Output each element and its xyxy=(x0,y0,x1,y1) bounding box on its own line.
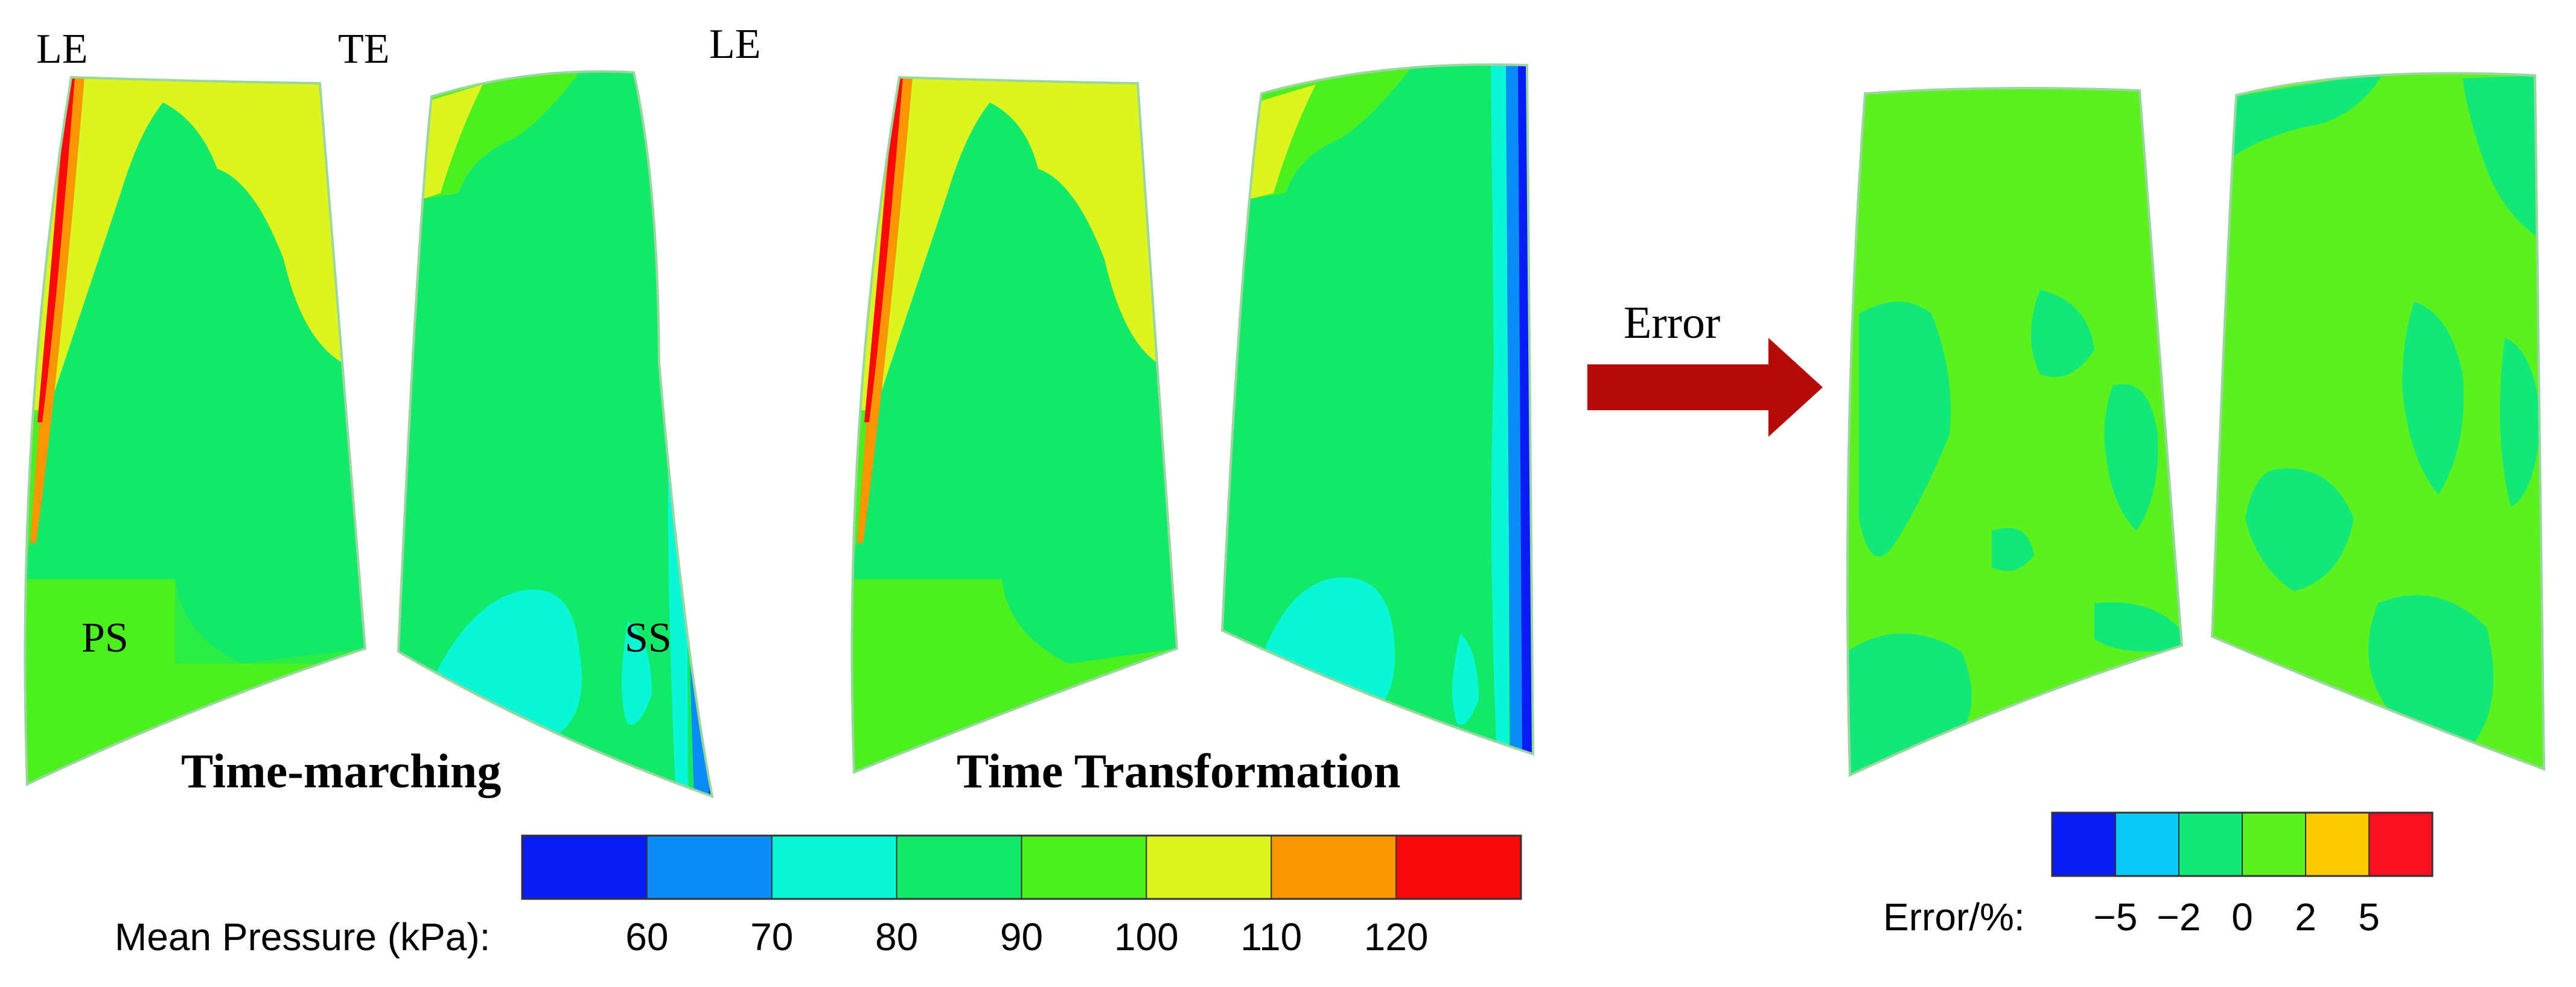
time-transformation-pressure-side-blade xyxy=(850,75,1179,774)
caption-time-transformation: Time Transformation xyxy=(957,745,1401,798)
error-arrow xyxy=(1587,338,1823,437)
pressure-legend-swatch xyxy=(771,835,898,900)
error-legend-swatch xyxy=(2242,812,2307,877)
error-legend-title: Error/%: xyxy=(1883,895,2025,939)
label-ss: SS xyxy=(625,615,672,661)
pressure-legend-title: Mean Pressure (kPa): xyxy=(115,915,490,959)
error-legend-tick-label: −5 xyxy=(2094,895,2138,939)
pressure-legend-swatch xyxy=(1395,835,1522,900)
error-legend-swatch xyxy=(2305,812,2370,877)
error-legend-swatch xyxy=(2368,812,2434,877)
pressure-legend-tick-label: 90 xyxy=(1000,915,1043,959)
pressure-legend-swatch xyxy=(1021,835,1147,900)
time-marching-pressure-side-blade xyxy=(24,75,367,787)
time-transformation-suction-side-blade xyxy=(1220,63,1535,756)
label-le-left: LE xyxy=(36,26,88,72)
label-te: TE xyxy=(338,26,390,72)
label-error: Error xyxy=(1624,297,1720,348)
pressure-legend-tick-label: 120 xyxy=(1364,915,1429,959)
pressure-legend-swatch xyxy=(646,835,773,900)
pressure-legend-swatch xyxy=(521,835,648,900)
error-legend-tick-label: 0 xyxy=(2231,895,2253,939)
pressure-legend-swatch xyxy=(1146,835,1272,900)
error-legend-swatch xyxy=(2115,812,2180,877)
time-marching-suction-side-blade xyxy=(397,70,714,799)
error-legend-swatch xyxy=(2178,812,2243,877)
pressure-legend-tick-label: 70 xyxy=(750,915,793,959)
pressure-legend-tick-label: 100 xyxy=(1114,915,1179,959)
pressure-legend-swatch xyxy=(1270,835,1397,900)
pressure-legend-tick-label: 60 xyxy=(625,915,668,959)
pressure-legend-swatch xyxy=(896,835,1022,900)
pressure-legend-tick-label: 80 xyxy=(875,915,918,959)
label-ps: PS xyxy=(81,615,129,661)
pressure-colorbar: 60 70 80 90 100 110 120 Mean Pressure (kPa): xyxy=(115,834,1522,959)
caption-time-marching: Time-marching xyxy=(181,745,501,798)
error-legend-tick-label: −2 xyxy=(2157,895,2201,939)
label-le-right: LE xyxy=(709,21,761,68)
error-legend-tick-label: 5 xyxy=(2358,895,2380,939)
error-pressure-side-blade xyxy=(1846,87,2184,778)
error-legend-swatch xyxy=(2052,812,2117,877)
error-colorbar: −5 −2 0 2 5 Error/%: xyxy=(1883,811,2434,939)
pressure-legend-tick-label: 110 xyxy=(1240,915,1302,959)
error-suction-side-blade xyxy=(2210,72,2546,771)
error-legend-tick-label: 2 xyxy=(2295,895,2316,939)
